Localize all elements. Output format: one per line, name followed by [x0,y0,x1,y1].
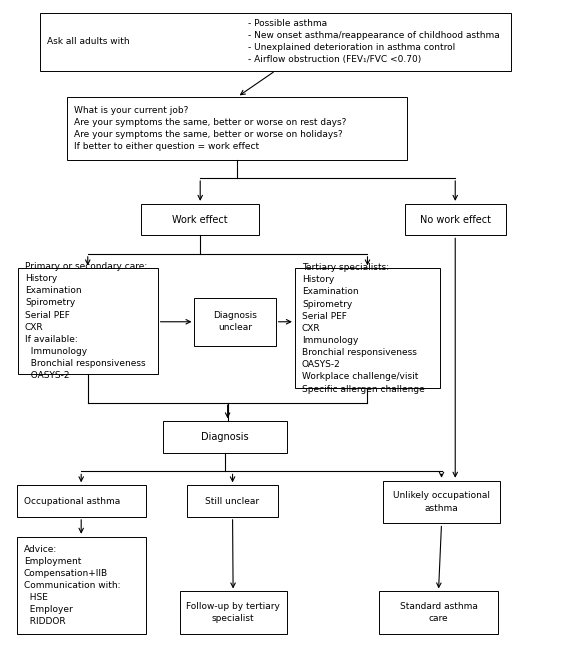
Text: Diagnosis: Diagnosis [201,432,249,442]
Bar [295,268,440,389]
Bar [40,13,511,71]
Text: Standard asthma
care: Standard asthma care [400,602,477,624]
Text: Advice:
Employment
Compensation+IIB
Communication with:
  HSE
  Employer
  RIDDO: Advice: Employment Compensation+IIB Comm… [24,545,120,626]
Text: Work effect: Work effect [172,214,228,224]
Text: Still unclear: Still unclear [205,496,260,506]
Bar [383,481,501,524]
Bar [141,204,259,236]
Text: What is your current job?
Are your symptoms the same, better or worse on rest da: What is your current job? Are your sympt… [74,105,347,151]
Text: No work effect: No work effect [420,214,491,224]
Bar [67,97,407,160]
Bar [17,537,146,634]
Text: Ask all adults with: Ask all adults with [47,37,129,46]
Bar [17,485,146,517]
Bar [18,268,158,374]
Bar [379,591,498,634]
Bar [187,485,278,517]
Text: Occupational asthma: Occupational asthma [24,496,120,506]
Text: Diagnosis
unclear: Diagnosis unclear [213,311,257,332]
Bar [404,204,506,236]
Bar [180,591,287,634]
Text: Primary or secondary care:
History
Examination
Spirometry
Serial PEF
CXR
If avai: Primary or secondary care: History Exami… [25,262,147,380]
Bar [194,298,276,346]
Text: Follow-up by tertiary
specialist: Follow-up by tertiary specialist [186,602,280,624]
Bar [163,421,287,453]
Text: Unlikely occupational
asthma: Unlikely occupational asthma [393,491,490,512]
Text: - Possible asthma
- New onset asthma/reappearance of childhood asthma
- Unexplai: - Possible asthma - New onset asthma/rea… [248,19,500,64]
Text: Tertiary specialists:
History
Examination
Spirometry
Serial PEF
CXR
Immunology
B: Tertiary specialists: History Examinatio… [302,263,425,394]
